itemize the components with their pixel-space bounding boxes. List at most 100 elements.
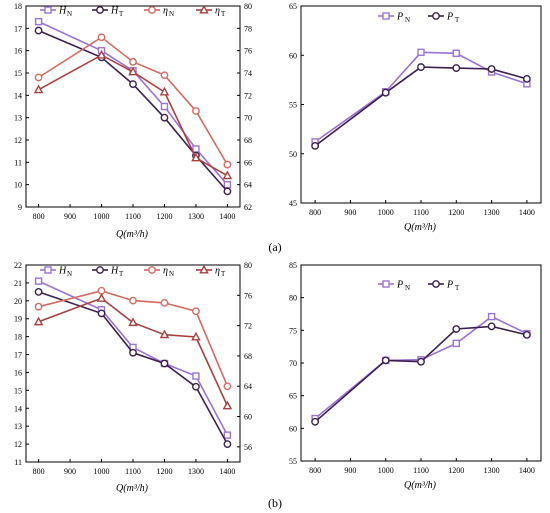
legend-marker-eta_N — [148, 6, 156, 14]
y2-tick-label: 80 — [244, 2, 252, 11]
data-point-eta_N — [223, 382, 232, 391]
x-tick-label: 1200 — [448, 466, 464, 475]
data-point-H_T — [223, 187, 232, 196]
legend-label-H_N: H — [58, 266, 67, 277]
series-line-eta_N — [38, 289, 229, 387]
y-tick-label: 75 — [289, 326, 297, 335]
chart-b-left: 800 900 1000 1100 1200 1300 1400 11 12 13 14 15 16 17… — [14, 261, 252, 494]
y-tick-label: 15 — [14, 386, 22, 395]
y-tick-label: 45 — [289, 199, 297, 208]
legend-subscript-eta_T: T — [221, 10, 226, 18]
x-tick-label: 1200 — [448, 208, 464, 217]
x-tick-label: 1400 — [219, 467, 235, 476]
legend-subscript-P_T: T — [455, 284, 460, 292]
x-tick-label: 900 — [344, 208, 356, 217]
legend-label-eta_T: η — [215, 6, 220, 17]
data-point-eta_T — [128, 317, 138, 327]
x-tick-label: 1400 — [519, 208, 535, 217]
y2-tick-label: 68 — [244, 136, 252, 145]
x-tick-label: 1300 — [484, 208, 500, 217]
y-tick-label: 13 — [14, 114, 22, 123]
data-point-eta_T — [191, 331, 201, 341]
legend-marker-H_N — [44, 266, 52, 274]
data-point-eta_N — [97, 33, 106, 42]
data-point-eta_T — [222, 400, 233, 410]
legend-subscript-P_N: N — [405, 284, 410, 292]
series-line-H_T — [38, 291, 229, 445]
series-line-P_N — [314, 315, 528, 420]
y-tick-label: 12 — [14, 136, 22, 145]
y-tick-label: 50 — [289, 150, 297, 159]
legend-label-P_T: P — [446, 12, 453, 23]
data-point-P_T — [452, 64, 461, 72]
data-point-P_T — [381, 356, 390, 365]
y2-tick-label: 68 — [244, 352, 252, 361]
legend-label-P_N: P — [396, 12, 403, 23]
data-point-eta_T — [96, 49, 107, 59]
legend-label-H_N: H — [58, 6, 67, 17]
data-point-eta_T — [96, 293, 107, 302]
y2-tick-label: 80 — [244, 261, 252, 270]
y-tick-label: 85 — [289, 261, 297, 270]
x-axis-label: Q(m³/h) — [116, 229, 149, 240]
y-tick-label: 65 — [289, 2, 297, 11]
y-tick-label: 65 — [289, 392, 297, 401]
x-tick-label: 800 — [33, 467, 45, 476]
x-tick-label: 800 — [33, 212, 45, 221]
legend-label-H_T: H — [110, 6, 119, 17]
data-point-P_N — [417, 48, 425, 56]
x-axis-label: Q(m³/h) — [404, 480, 437, 491]
series-line-eta_N — [38, 36, 229, 166]
x-axis-label: Q(m³/h) — [116, 483, 149, 494]
data-point-P_T — [417, 357, 425, 366]
data-point-eta_T — [33, 84, 44, 94]
y-tick-label: 70 — [289, 359, 297, 368]
legend-marker-H_N — [44, 6, 52, 14]
x-tick-label: 1000 — [378, 208, 394, 217]
data-point-H_T — [160, 359, 169, 368]
data-point-P_N — [452, 49, 460, 57]
legend-subscript-H_N: N — [67, 10, 72, 18]
data-point-H_T — [34, 287, 43, 296]
y-tick-label: 80 — [289, 294, 297, 303]
x-tick-label: 1400 — [219, 212, 235, 221]
data-point-H_N — [192, 145, 200, 153]
x-tick-label: 900 — [64, 467, 76, 476]
data-point-H_T — [129, 80, 137, 89]
legend-marker-P_T — [432, 280, 440, 288]
legend-subscript-P_N: N — [405, 16, 410, 24]
data-point-eta_T — [159, 329, 170, 339]
data-point-eta_T — [222, 170, 233, 180]
y-tick-label: 20 — [14, 297, 22, 306]
x-tick-label: 1000 — [94, 467, 110, 476]
chart-a-left: 800 900 1000 1100 1200 1300 1400 9 10 11 12 13 14 15 1… — [14, 2, 252, 240]
series-line-H_N — [38, 280, 229, 436]
y-tick-label: 11 — [14, 158, 22, 167]
data-point-P_N — [452, 339, 460, 348]
panel-label-b: (b) — [268, 496, 282, 510]
data-point-eta_N — [160, 71, 169, 80]
y2-tick-label: 64 — [244, 382, 252, 391]
legend-marker-P_N — [382, 280, 390, 288]
data-point-P_T — [311, 417, 320, 426]
data-point-eta_T — [191, 152, 201, 162]
x-tick-label: 1100 — [125, 212, 141, 221]
legend-subscript-H_T: T — [119, 10, 124, 18]
data-point-H_N — [223, 180, 232, 189]
series-line-H_N — [38, 20, 229, 186]
y-tick-label: 60 — [289, 424, 297, 433]
data-point-P_T — [487, 322, 496, 331]
x-tick-label: 1100 — [413, 208, 429, 217]
data-point-P_T — [452, 325, 461, 333]
data-point-P_T — [417, 63, 425, 71]
legend-subscript-eta_N: N — [169, 10, 174, 18]
y-tick-label: 21 — [14, 279, 22, 288]
y-tick-label: 12 — [14, 440, 22, 449]
legend-subscript-H_N: N — [67, 270, 72, 278]
y-tick-label: 9 — [18, 203, 22, 212]
y2-tick-label: 76 — [244, 47, 252, 56]
data-point-eta_N — [223, 160, 232, 169]
data-point-eta_N — [129, 296, 137, 305]
x-tick-label: 1300 — [484, 466, 500, 475]
x-tick-label: 1300 — [188, 212, 204, 221]
